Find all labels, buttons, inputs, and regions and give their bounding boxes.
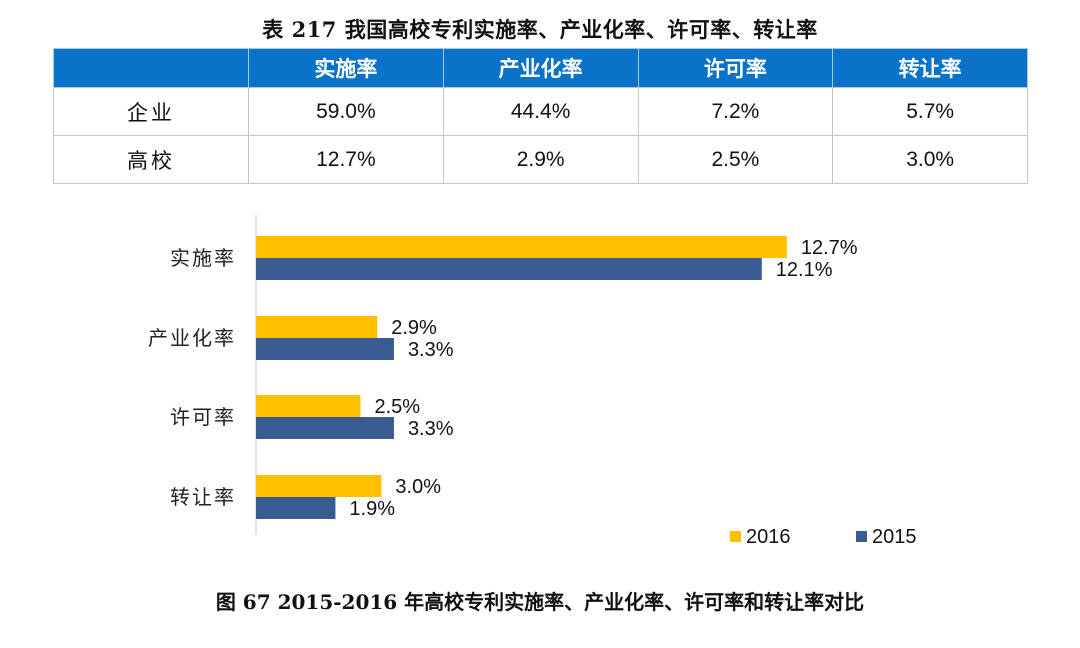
data-table: 实施率 产业化率 许可率 转让率 企业 59.0% 44.4% 7.2% 5.7… [53, 48, 1028, 184]
data-label: 1.9% [349, 498, 395, 520]
header-cell-transfer: 转让率 [832, 48, 1028, 88]
table-cell: 5.7% [832, 87, 1028, 136]
data-label: 12.7% [801, 237, 858, 259]
table-header-row: 实施率 产业化率 许可率 转让率 [53, 48, 1028, 88]
category-label: 转让率 [170, 485, 236, 509]
header-cell-licensing: 许可率 [637, 48, 834, 88]
header-cell-empty [53, 48, 249, 88]
table-cell: 2.5% [637, 135, 834, 184]
bar-2015 [256, 258, 762, 280]
category-label: 许可率 [170, 405, 236, 429]
bar-2016 [256, 236, 787, 258]
data-label: 3.3% [408, 418, 454, 440]
legend-swatch-2015 [856, 531, 867, 542]
bar-chart: 实施率 12.7%12.1%产业化率 2.9%3.3%许可率 2.5%3.3%转让率 3… [148, 215, 917, 548]
header-cell-implementation: 实施率 [248, 48, 444, 88]
table-cell: 59.0% [248, 87, 444, 136]
data-label: 2.9% [391, 317, 437, 339]
table-row: 企业 59.0% 44.4% 7.2% 5.7% [53, 87, 1028, 136]
data-label: 3.3% [408, 339, 454, 361]
bar-2016 [256, 395, 361, 417]
bar-2015 [256, 417, 394, 439]
bar-2016 [256, 475, 382, 497]
data-label: 3.0% [395, 476, 441, 498]
bar-2016 [256, 316, 378, 338]
legend-label: 2015 [872, 526, 917, 548]
header-cell-industrialization: 产业化率 [442, 48, 639, 88]
table-cell: 12.7% [248, 135, 444, 184]
table-cell: 7.2% [637, 87, 834, 136]
bar-2015 [256, 338, 394, 360]
figure-title: 图 67 2015-2016 年高校专利实施率、产业化率、许可率和转让率对比 [215, 590, 865, 614]
table-title: 表 217 我国高校专利实施率、产业化率、许可率、转让率 [262, 17, 818, 42]
table-cell: 44.4% [442, 87, 639, 136]
table-cell: 3.0% [832, 135, 1028, 184]
category-label: 产业化率 [148, 326, 236, 350]
legend-swatch-2016 [730, 531, 741, 542]
table-row: 高校 12.7% 2.9% 2.5% 3.0% [53, 135, 1028, 184]
data-label: 2.5% [375, 396, 421, 418]
row-label: 企业 [53, 87, 249, 136]
category-label: 实施率 [170, 246, 236, 270]
table-cell: 2.9% [442, 135, 639, 184]
data-label: 12.1% [776, 259, 833, 281]
row-label: 高校 [53, 135, 249, 184]
bar-2015 [256, 497, 336, 519]
legend-label: 2016 [746, 526, 791, 548]
